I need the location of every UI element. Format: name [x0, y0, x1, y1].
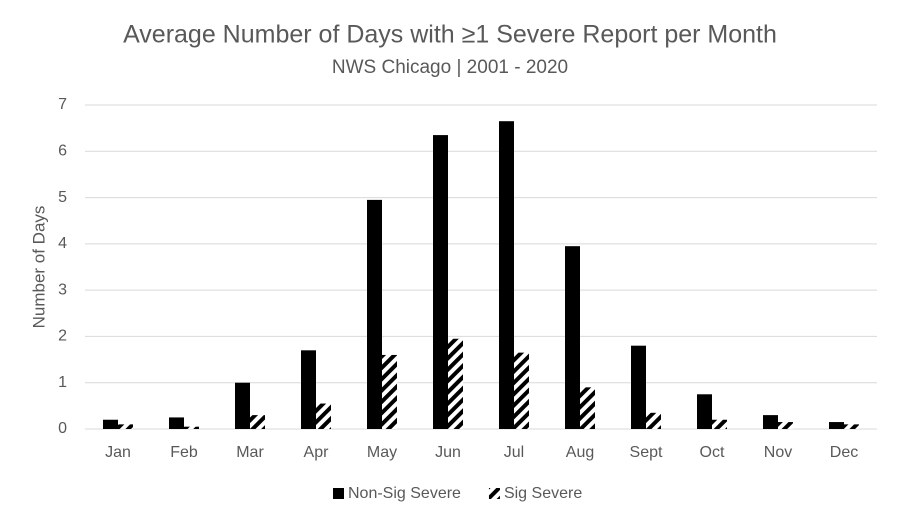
legend-label: Non-Sig Severe	[348, 485, 461, 502]
x-tick-label: Dec	[830, 444, 858, 461]
bar	[565, 246, 580, 429]
bar	[712, 419, 727, 429]
bar	[580, 387, 595, 429]
bar	[169, 417, 184, 429]
legend-swatch	[333, 488, 344, 499]
y-tick-label: 6	[58, 143, 67, 160]
x-tick-label: Mar	[236, 444, 264, 461]
x-tick-label: Sept	[630, 444, 663, 461]
bar	[103, 419, 118, 429]
bar	[631, 345, 646, 429]
x-tick-label: Nov	[764, 444, 792, 461]
y-tick-label: 7	[58, 96, 67, 113]
y-tick-label: 1	[58, 374, 67, 391]
bar	[514, 352, 529, 429]
bar	[184, 426, 199, 429]
bar	[646, 412, 661, 429]
chart-subtitle: NWS Chicago | 2001 - 2020	[332, 57, 568, 78]
chart-title: Average Number of Days with ≥1 Severe Re…	[123, 21, 777, 49]
legend-label: Sig Severe	[504, 485, 582, 502]
bar	[433, 135, 448, 430]
bar	[829, 422, 844, 429]
x-tick-label: Jun	[435, 444, 461, 461]
x-tick-label: Feb	[170, 444, 198, 461]
x-tick-label: May	[367, 444, 397, 461]
bar	[697, 394, 712, 429]
y-tick-label: 5	[58, 189, 67, 206]
x-tick-label: Oct	[700, 444, 725, 461]
bar	[250, 415, 265, 429]
bar	[367, 199, 382, 429]
y-tick-label: 0	[58, 420, 67, 437]
legend-swatch	[488, 488, 500, 499]
x-tick-label: Jul	[504, 444, 524, 461]
bar	[301, 350, 316, 429]
y-tick-label: 2	[58, 328, 67, 345]
x-tick-label: Jan	[105, 444, 131, 461]
bar	[844, 424, 859, 429]
y-tick-label: 4	[58, 235, 67, 252]
x-tick-label: Aug	[566, 444, 594, 461]
bar	[235, 382, 250, 429]
y-axis-label: Number of Days	[29, 206, 48, 329]
bar	[316, 403, 331, 429]
bar	[448, 338, 463, 429]
bar	[763, 415, 778, 429]
bar	[382, 354, 397, 429]
bar	[499, 121, 514, 429]
x-tick-label: Apr	[304, 444, 330, 461]
bar	[778, 422, 793, 429]
bar	[118, 424, 133, 429]
y-tick-label: 3	[58, 281, 67, 298]
